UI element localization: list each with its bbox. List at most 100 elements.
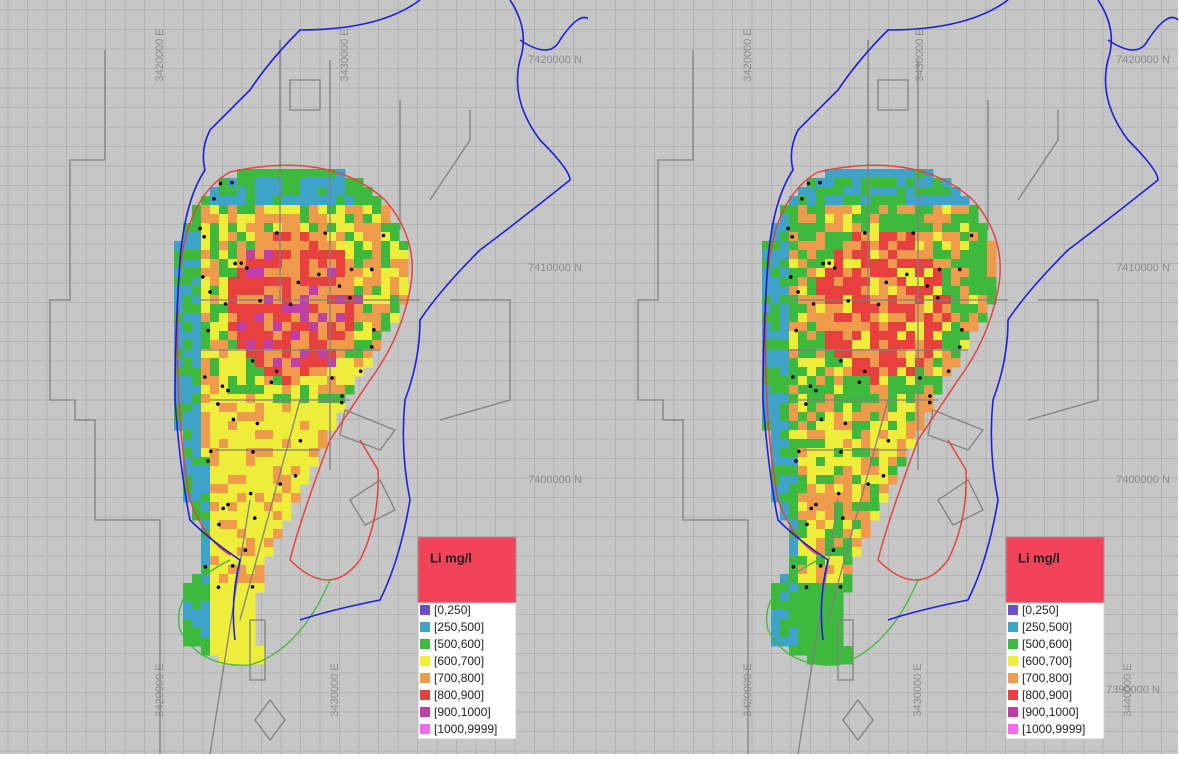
grade-cell xyxy=(825,475,835,485)
grade-cell xyxy=(762,313,772,323)
grade-cell xyxy=(807,484,817,494)
grade-cell xyxy=(318,394,328,404)
grade-cell xyxy=(798,592,808,602)
grade-cell xyxy=(834,439,844,449)
grade-cell xyxy=(246,358,256,368)
grade-cell xyxy=(201,556,211,566)
grade-cell xyxy=(228,439,238,449)
grade-cell xyxy=(879,232,889,242)
grade-cell xyxy=(327,169,337,179)
grade-cell xyxy=(852,493,862,503)
grade-cell xyxy=(834,457,844,467)
grade-cell xyxy=(228,331,238,341)
grade-cell xyxy=(843,655,853,665)
grade-cell xyxy=(363,205,373,215)
grade-cell xyxy=(834,556,844,566)
grade-cell xyxy=(825,457,835,467)
grade-cell xyxy=(771,412,781,422)
grade-cell xyxy=(915,412,925,422)
grade-cell xyxy=(942,196,952,206)
grade-cell xyxy=(780,223,790,233)
grade-cell xyxy=(228,556,238,566)
grade-cell xyxy=(273,250,283,260)
grade-cell xyxy=(246,304,256,314)
grade-cell xyxy=(816,241,826,251)
grade-cell xyxy=(816,286,826,296)
grade-cell xyxy=(771,340,781,350)
grade-cell xyxy=(228,637,238,647)
grade-cell xyxy=(825,403,835,413)
grade-cell xyxy=(354,205,364,215)
grade-cell xyxy=(771,457,781,467)
grade-cell xyxy=(309,340,319,350)
grade-cell xyxy=(354,367,364,377)
grade-cell xyxy=(201,583,211,593)
grade-cell xyxy=(399,250,409,260)
grade-cell xyxy=(870,457,880,467)
grade-cell xyxy=(246,367,256,377)
grade-cell xyxy=(291,403,301,413)
drill-hole xyxy=(209,449,213,454)
grade-cell xyxy=(255,304,265,314)
grade-cell xyxy=(219,610,229,620)
grade-cell xyxy=(219,313,229,323)
grade-cell xyxy=(390,232,400,242)
grade-cell xyxy=(174,313,184,323)
grade-cell xyxy=(300,349,310,359)
drill-hole xyxy=(221,506,226,511)
grade-cell xyxy=(870,304,880,314)
grade-cell xyxy=(273,484,283,494)
grade-cell xyxy=(363,196,373,206)
drill-hole xyxy=(202,235,206,239)
grade-cell xyxy=(246,511,256,521)
grade-cell xyxy=(870,259,880,269)
grade-cell xyxy=(843,529,853,539)
grade-cell xyxy=(924,214,934,224)
grade-cell xyxy=(771,385,781,395)
grade-cell xyxy=(933,214,943,224)
grade-cell xyxy=(327,421,337,431)
grade-cell xyxy=(762,304,772,314)
grade-cell xyxy=(807,421,817,431)
claim-boundary xyxy=(877,79,1099,421)
grade-cell xyxy=(825,412,835,422)
grade-cell xyxy=(843,448,853,458)
grade-cell xyxy=(255,403,265,413)
grade-cell xyxy=(318,223,328,233)
grade-cell xyxy=(861,466,871,476)
grade-cell xyxy=(201,376,211,386)
grade-cell xyxy=(825,394,835,404)
grade-cell xyxy=(978,241,988,251)
grade-cell xyxy=(861,322,871,332)
grade-cell xyxy=(906,169,916,179)
grade-cell xyxy=(789,583,799,593)
grade-cell xyxy=(942,268,952,278)
grade-cell xyxy=(879,358,889,368)
grade-cell xyxy=(879,178,889,188)
grade-cell xyxy=(825,502,835,512)
grade-cell xyxy=(264,367,274,377)
grade-cell xyxy=(852,484,862,494)
grade-cell xyxy=(825,232,835,242)
grade-cell xyxy=(888,421,898,431)
grade-cell xyxy=(354,358,364,368)
grade-cell xyxy=(897,376,907,386)
grade-cell xyxy=(978,268,988,278)
grade-cell xyxy=(282,232,292,242)
grade-cell xyxy=(933,277,943,287)
grade-cell xyxy=(834,322,844,332)
grade-cell xyxy=(390,286,400,296)
grade-cell xyxy=(906,241,916,251)
grade-cell xyxy=(771,259,781,269)
grade-cell xyxy=(228,268,238,278)
grade-cell xyxy=(969,223,979,233)
grade-cell xyxy=(327,223,337,233)
grade-cell xyxy=(951,322,961,332)
grade-cell xyxy=(201,637,211,647)
grade-cell xyxy=(282,268,292,278)
grade-cell xyxy=(924,259,934,269)
grade-cell xyxy=(264,187,274,197)
grade-cell xyxy=(363,322,373,332)
grade-cell xyxy=(852,403,862,413)
grade-cell xyxy=(363,223,373,233)
